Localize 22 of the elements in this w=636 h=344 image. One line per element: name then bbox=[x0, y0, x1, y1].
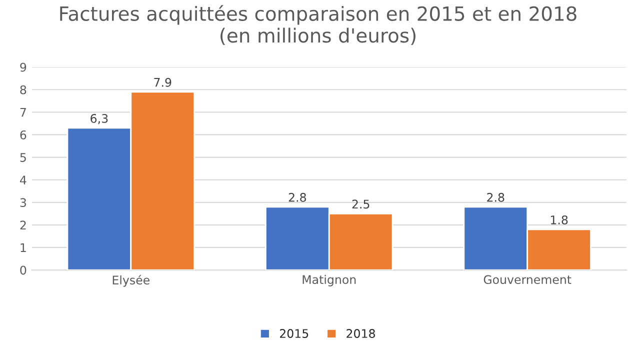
y-tick-label: 0 bbox=[20, 266, 26, 275]
data-label: 2.8 bbox=[288, 192, 306, 202]
legend-label: 2018 bbox=[346, 329, 375, 338]
data-label: 6,3 bbox=[90, 114, 108, 124]
data-label: 2.5 bbox=[352, 200, 370, 209]
chart-title: Factures acquittées comparaison en 2015 et en 2018 (en millions d'euros) bbox=[60, 5, 576, 46]
y-tick-label: 9 bbox=[20, 62, 26, 72]
x-tick-label: Elysée bbox=[112, 274, 150, 287]
y-tick-label: 4 bbox=[20, 176, 26, 184]
data-label: 7.9 bbox=[154, 78, 172, 87]
y-tick-label: 2 bbox=[20, 220, 26, 230]
x-tick-label: Matignon bbox=[302, 274, 356, 286]
y-tick-label: 1 bbox=[20, 243, 26, 252]
y-tick-label: 8 bbox=[20, 85, 26, 94]
legend-label: 2015 bbox=[280, 329, 308, 338]
y-tick-label: 5 bbox=[20, 153, 26, 162]
x-tick-label: Gouvernement bbox=[484, 275, 572, 284]
y-tick-label: 3 bbox=[20, 198, 26, 208]
y-tick-label: 7 bbox=[20, 108, 26, 117]
y-tick-label: 6 bbox=[20, 130, 26, 140]
data-label: 1.8 bbox=[550, 215, 568, 224]
data-label: 2.8 bbox=[487, 192, 504, 202]
